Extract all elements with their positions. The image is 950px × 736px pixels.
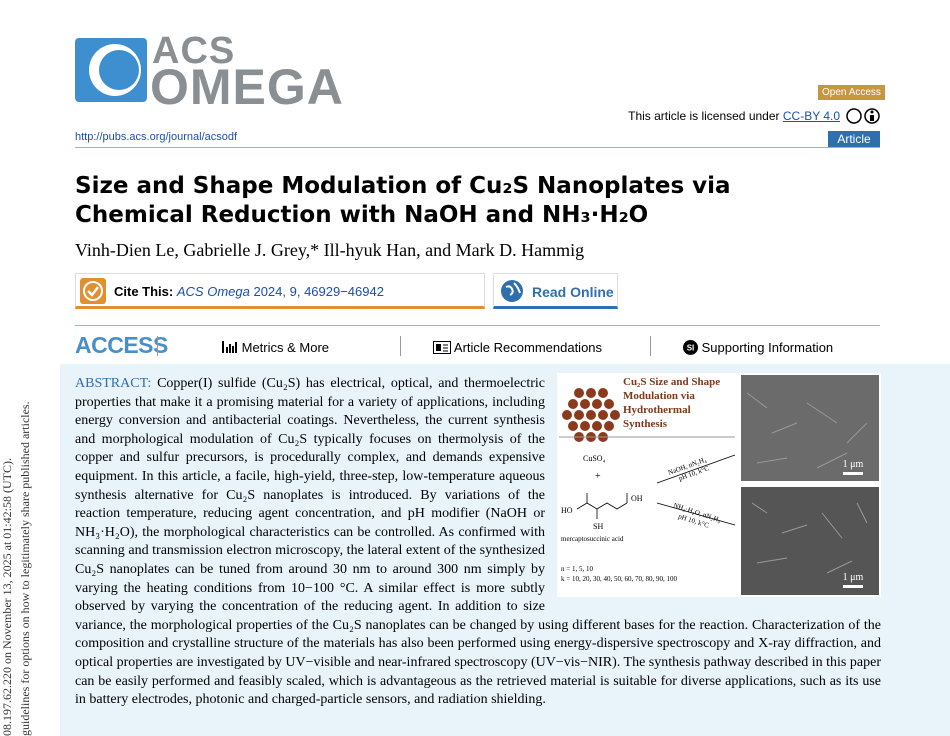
separator	[650, 336, 651, 356]
svg-text:SI: SI	[687, 344, 695, 353]
journal-url[interactable]: http://pubs.acs.org/journal/acsodf	[75, 131, 238, 143]
authors: Vinh-Dien Le, Gabrielle J. Grey,* Ill-hy…	[75, 240, 585, 260]
cite-journal: ACS Omega	[176, 284, 250, 299]
supporting-link[interactable]: SI Supporting Information	[683, 340, 833, 355]
separator	[157, 336, 158, 356]
logo-omega: OMEGA	[150, 59, 344, 115]
scale-label: 1 μm	[843, 572, 864, 583]
toc-title: Cu₂S Size and Shape Modulation via Hydro…	[623, 376, 721, 430]
si-icon: SI	[683, 340, 698, 355]
margin-notice: 08.197.62.220 on November 13, 2025 at 01…	[0, 401, 34, 736]
supporting-label: Supporting Information	[701, 340, 834, 355]
cite-text: Cite This: ACS Omega 2024, 9, 46929−4694…	[114, 284, 384, 299]
logo-acs: ACS	[152, 30, 236, 72]
globe-icon	[501, 280, 523, 302]
abstract: Cu₂S Size and Shape Modulation via Hydro…	[75, 373, 881, 710]
cite-details: 2024, 9, 46929−46942	[253, 284, 384, 299]
ho-label: HO	[561, 506, 573, 515]
sh-label: SH	[593, 522, 603, 531]
license: This article is licensed under CC-BY 4.0	[628, 109, 840, 123]
rule	[75, 147, 880, 148]
scale-label: 1 μm	[843, 459, 864, 470]
cc-icon	[846, 108, 880, 124]
license-text: This article is licensed under	[628, 109, 780, 123]
toc-graphic: Cu₂S Size and Shape Modulation via Hydro…	[557, 373, 881, 597]
acid-label: mercaptosuccinic acid	[561, 535, 624, 543]
metrics-link[interactable]: Metrics & More	[222, 340, 329, 355]
open-access-badge: Open Access	[818, 85, 885, 100]
plus: +	[595, 471, 601, 482]
metrics-icon	[222, 341, 237, 353]
abstract-text: Copper(I) sulfide (Cu₂S) has electrical,…	[75, 376, 881, 708]
recommendations-link[interactable]: Article Recommendations	[433, 340, 602, 355]
article-badge: Article	[828, 131, 880, 147]
license-link[interactable]: CC-BY 4.0	[782, 109, 840, 123]
margin-line: guidelines for options on how to legitim…	[18, 401, 32, 736]
cite-label: Cite This:	[114, 284, 174, 299]
cite-box: Cite This: ACS Omega 2024, 9, 46929−4694…	[75, 273, 485, 309]
cite-icon	[80, 278, 106, 304]
margin-line: 08.197.62.220 on November 13, 2025 at 01…	[0, 458, 14, 736]
recommendations-label: Article Recommendations	[453, 340, 603, 355]
n-label: n = 1, 5, 10	[561, 565, 593, 573]
rule	[75, 325, 880, 326]
abstract-label: ABSTRACT:	[75, 376, 152, 391]
access-label: ACCESS	[75, 332, 168, 358]
cite-link[interactable]: ACS Omega 2024, 9, 46929−46942	[177, 284, 384, 299]
logo-icon	[75, 38, 147, 102]
read-online[interactable]: Read Online	[493, 273, 618, 309]
read-online-label: Read Online	[532, 284, 614, 300]
metrics-label: Metrics & More	[241, 340, 330, 355]
oh-label: OH	[631, 494, 643, 503]
article-title: Size and Shape Modulation of Cu₂S Nanopl…	[75, 173, 731, 228]
k-label: k = 10, 20, 30, 40, 50, 60, 70, 80, 90, …	[561, 575, 677, 583]
reagent: CuSO₄	[583, 454, 606, 463]
separator	[400, 336, 401, 356]
recommendations-icon	[433, 341, 451, 354]
